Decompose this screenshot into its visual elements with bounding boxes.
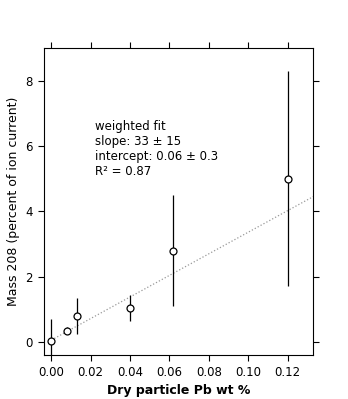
Text: weighted fit
slope: 33 ± 15
intercept: 0.06 ± 0.3
R² = 0.87: weighted fit slope: 33 ± 15 intercept: 0… bbox=[95, 120, 218, 178]
Y-axis label: Mass 208 (percent of ion current): Mass 208 (percent of ion current) bbox=[7, 97, 20, 306]
X-axis label: Dry particle Pb wt %: Dry particle Pb wt % bbox=[107, 384, 250, 397]
